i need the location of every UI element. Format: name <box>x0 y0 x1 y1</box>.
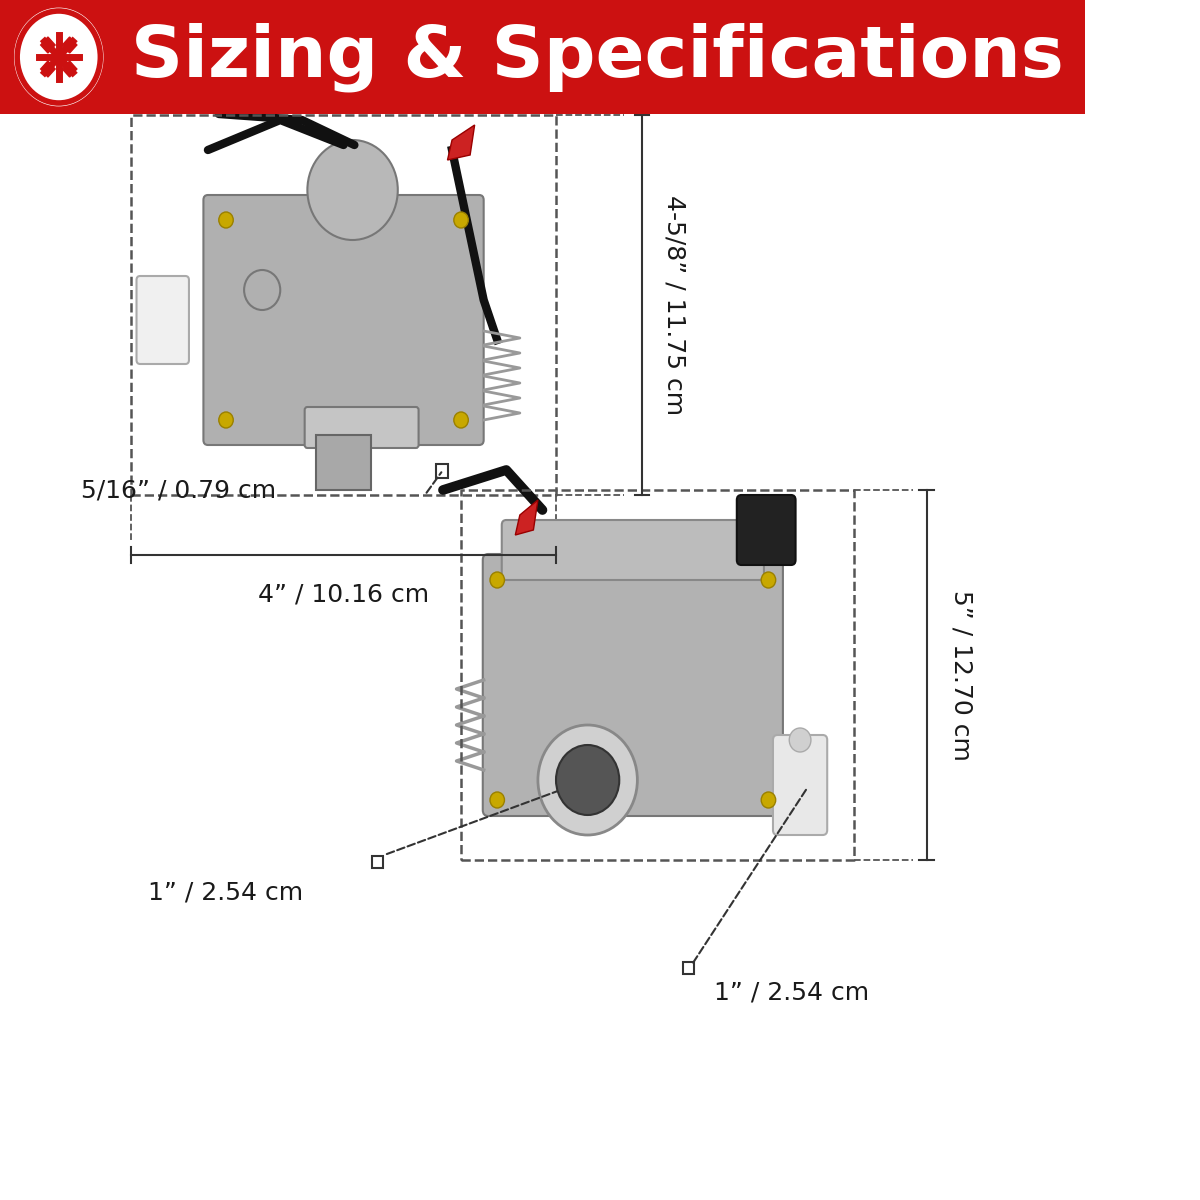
Polygon shape <box>515 500 538 535</box>
Circle shape <box>761 572 775 588</box>
Text: 5/16” / 0.79 cm: 5/16” / 0.79 cm <box>80 478 276 502</box>
Text: 4” / 10.16 cm: 4” / 10.16 cm <box>258 583 430 607</box>
Text: 5” / 12.70 cm: 5” / 12.70 cm <box>949 589 973 761</box>
Circle shape <box>218 412 233 428</box>
Polygon shape <box>41 61 55 77</box>
Bar <box>436 464 449 478</box>
Circle shape <box>490 572 504 588</box>
Polygon shape <box>448 125 475 160</box>
Polygon shape <box>62 37 77 53</box>
Text: 1” / 2.54 cm: 1” / 2.54 cm <box>148 880 302 904</box>
Circle shape <box>244 270 281 310</box>
Circle shape <box>790 728 811 752</box>
FancyBboxPatch shape <box>737 494 796 565</box>
FancyBboxPatch shape <box>305 407 419 448</box>
Circle shape <box>454 412 468 428</box>
Bar <box>372 856 383 868</box>
FancyBboxPatch shape <box>137 276 188 364</box>
Text: 4-5/8” / 11.75 cm: 4-5/8” / 11.75 cm <box>662 194 686 415</box>
FancyBboxPatch shape <box>502 520 764 580</box>
FancyBboxPatch shape <box>773 734 827 835</box>
Circle shape <box>538 725 637 835</box>
FancyBboxPatch shape <box>204 194 484 445</box>
Circle shape <box>16 8 102 104</box>
Circle shape <box>556 745 619 815</box>
Bar <box>317 434 371 490</box>
Circle shape <box>761 792 775 808</box>
FancyBboxPatch shape <box>482 554 782 816</box>
Polygon shape <box>41 37 55 53</box>
Circle shape <box>454 212 468 228</box>
Text: 1” / 2.54 cm: 1” / 2.54 cm <box>714 980 869 1004</box>
Circle shape <box>307 140 397 240</box>
Circle shape <box>218 212 233 228</box>
Circle shape <box>490 792 504 808</box>
Text: Sizing & Specifications: Sizing & Specifications <box>131 23 1064 91</box>
Bar <box>0 0 1085 114</box>
Bar <box>684 962 695 974</box>
Polygon shape <box>62 61 77 77</box>
